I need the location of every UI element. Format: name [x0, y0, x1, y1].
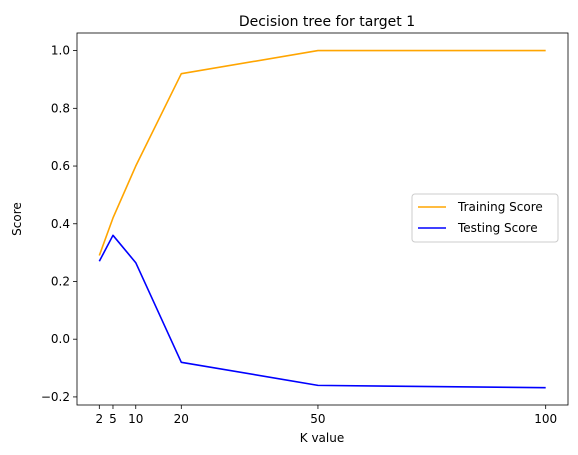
x-tick-label: 50: [310, 412, 325, 426]
x-tick-label: 10: [128, 412, 143, 426]
y-tick-label: 1.0: [51, 44, 70, 58]
series-layer: [98, 49, 546, 389]
x-axis-label: K value: [300, 431, 344, 445]
y-tick-label: 0.8: [51, 101, 70, 115]
y-tick-label: 0.6: [51, 159, 70, 173]
y-tick-label: 0.0: [51, 332, 70, 346]
y-axis: −0.2 0.0 0.2 0.4 0.6 0.8 1.0: [41, 44, 77, 404]
y-tick-label: 0.2: [51, 274, 70, 288]
x-tick-label: 20: [174, 412, 189, 426]
legend: Training Score Testing Score: [411, 193, 559, 243]
legend-box: [411, 193, 559, 243]
chart-title: Decision tree for target 1: [239, 14, 415, 30]
series-line-training-score: [98, 49, 546, 256]
y-tick-label: 0.4: [51, 217, 70, 231]
x-axis: 2 5 10 20 50 100: [95, 405, 557, 426]
series-line-testing-score: [98, 234, 546, 389]
plot-frame: [76, 32, 569, 406]
legend-label-training-score: Training Score: [457, 200, 543, 214]
legend-label-testing-score: Testing Score: [457, 221, 538, 235]
y-tick-label: −0.2: [41, 390, 70, 404]
x-tick-label: 5: [109, 412, 117, 426]
x-tick-label: 100: [534, 412, 557, 426]
y-axis-label: Score: [10, 202, 24, 236]
x-tick-label: 2: [95, 412, 103, 426]
